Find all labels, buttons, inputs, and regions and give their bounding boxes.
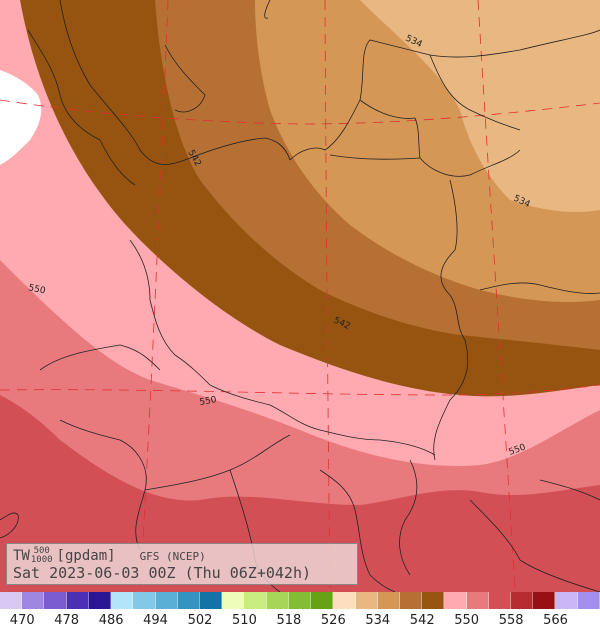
legend-swatch (511, 592, 534, 609)
legend-swatch (177, 592, 200, 609)
legend-tick-label: 526 (320, 613, 346, 628)
unit-label: [gpdam] (56, 548, 116, 564)
legend-swatch (377, 592, 400, 609)
legend-swatch (466, 592, 489, 609)
map-title: TW 500 1000 [gpdam] GFS (NCEP) (13, 547, 206, 565)
legend-swatch (555, 592, 578, 609)
model-source: GFS (NCEP) (139, 550, 206, 563)
level-fraction: 500 1000 (31, 547, 53, 565)
legend-swatch (444, 592, 467, 609)
map-title-box: TW 500 1000 [gpdam] GFS (NCEP) Sat 2023-06-0… (6, 543, 358, 585)
coast-patch (0, 70, 42, 165)
legend-tick-label: 542 (409, 613, 435, 628)
legend-swatch (155, 592, 178, 609)
legend-swatch (222, 592, 245, 609)
legend-tick-label: 486 (98, 613, 124, 628)
legend-tick-label: 550 (454, 613, 480, 628)
legend-swatch (399, 592, 423, 609)
legend-swatch (533, 592, 556, 609)
legend-swatch (422, 592, 445, 609)
legend-color-bar (0, 592, 600, 609)
legend-swatch (244, 592, 267, 609)
legend-tick-label: 478 (54, 613, 80, 628)
legend-tick-label: 510 (232, 613, 257, 628)
contour-label: 550 (27, 283, 46, 296)
legend-swatch (111, 592, 134, 609)
legend-swatch (266, 592, 289, 609)
legend-swatch (88, 592, 112, 609)
legend-swatch (0, 592, 23, 609)
borders (0, 0, 600, 592)
band-510 (360, 0, 600, 212)
geopotential-thickness-map: 534 534 542 542 550 550 550 TW 500 1000 [gp… (0, 0, 600, 592)
legend-swatch (133, 592, 156, 609)
legend-swatch (199, 592, 223, 609)
legend-swatch (355, 592, 378, 609)
legend-tick-label: 558 (498, 613, 524, 628)
legend-tick-label: 534 (365, 613, 391, 628)
legend-swatch (488, 592, 512, 609)
legend-labels: 470 478 486 494 502 510 518 526 534 542 550 558 566 (0, 613, 600, 631)
legend-swatch (577, 592, 600, 609)
legend-tick-label: 470 (9, 613, 35, 628)
contour-label: 550 (199, 395, 218, 408)
level-bottom: 1000 (30, 555, 53, 565)
graticule (0, 0, 600, 592)
legend-swatch (22, 592, 45, 609)
level-top: 500 (33, 546, 50, 556)
legend-tick-label: 494 (143, 613, 168, 628)
color-legend: 470 478 486 494 502 510 518 526 534 542 550 558 566 (0, 592, 600, 640)
legend-swatch (333, 592, 356, 609)
valid-time: Sat 2023-06-03 00Z (Thu 06Z+042h) (13, 564, 312, 582)
legend-swatch (66, 592, 89, 609)
legend-swatch (311, 592, 334, 609)
legend-tick-label: 518 (276, 613, 302, 628)
legend-tick-label: 566 (543, 613, 568, 628)
legend-tick-label: 502 (187, 613, 213, 628)
legend-swatch (288, 592, 312, 609)
variable-name: TW (13, 548, 30, 564)
legend-swatch (44, 592, 67, 609)
